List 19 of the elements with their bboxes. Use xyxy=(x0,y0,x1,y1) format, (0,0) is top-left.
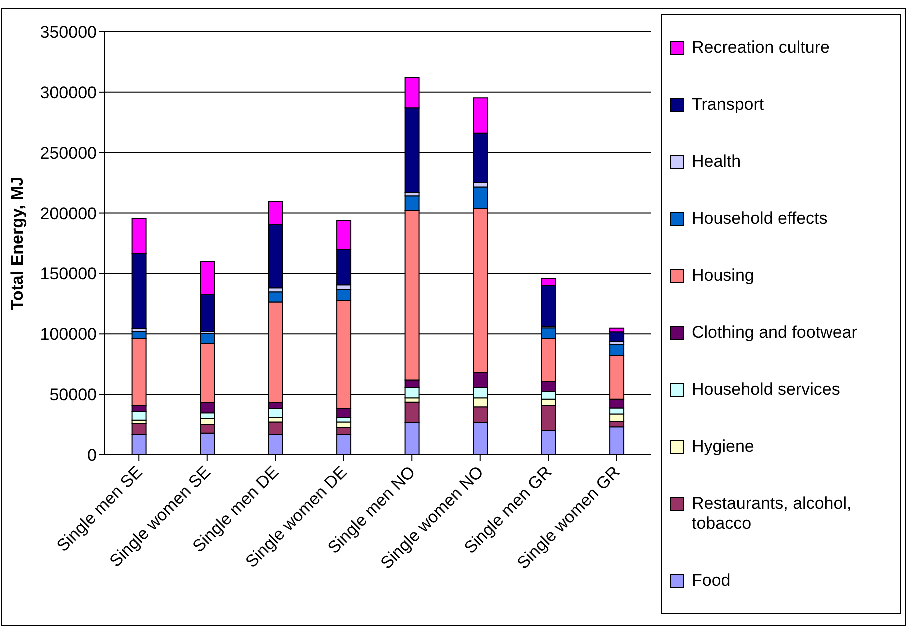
legend-label: Household effects xyxy=(692,208,828,228)
y-tick-label: 200000 xyxy=(40,204,97,224)
legend-label: Household services xyxy=(692,380,840,400)
y-tick-label: 150000 xyxy=(40,264,97,284)
legend-label: Health xyxy=(692,152,742,172)
legend-label: Food xyxy=(692,570,731,590)
y-tick-label: 300000 xyxy=(40,83,97,102)
legend-label: Housing xyxy=(692,266,754,286)
y-tick-label: 100000 xyxy=(40,325,97,344)
legend-label: Recreation culture xyxy=(692,38,830,58)
legend-label: Restaurants, alcohol, tobacco xyxy=(692,494,853,534)
y-tick-label: 50000 xyxy=(50,386,97,405)
y-axis-title: Total Energy, MJ xyxy=(8,176,28,310)
legend-label: Clothing and footwear xyxy=(692,322,858,342)
legend-label: Hygiene xyxy=(692,436,754,456)
y-tick-label: 0 xyxy=(88,446,97,466)
legend-label: Transport xyxy=(692,94,764,114)
y-tick-label: 250000 xyxy=(40,144,97,163)
y-tick-label: 350000 xyxy=(40,23,97,42)
